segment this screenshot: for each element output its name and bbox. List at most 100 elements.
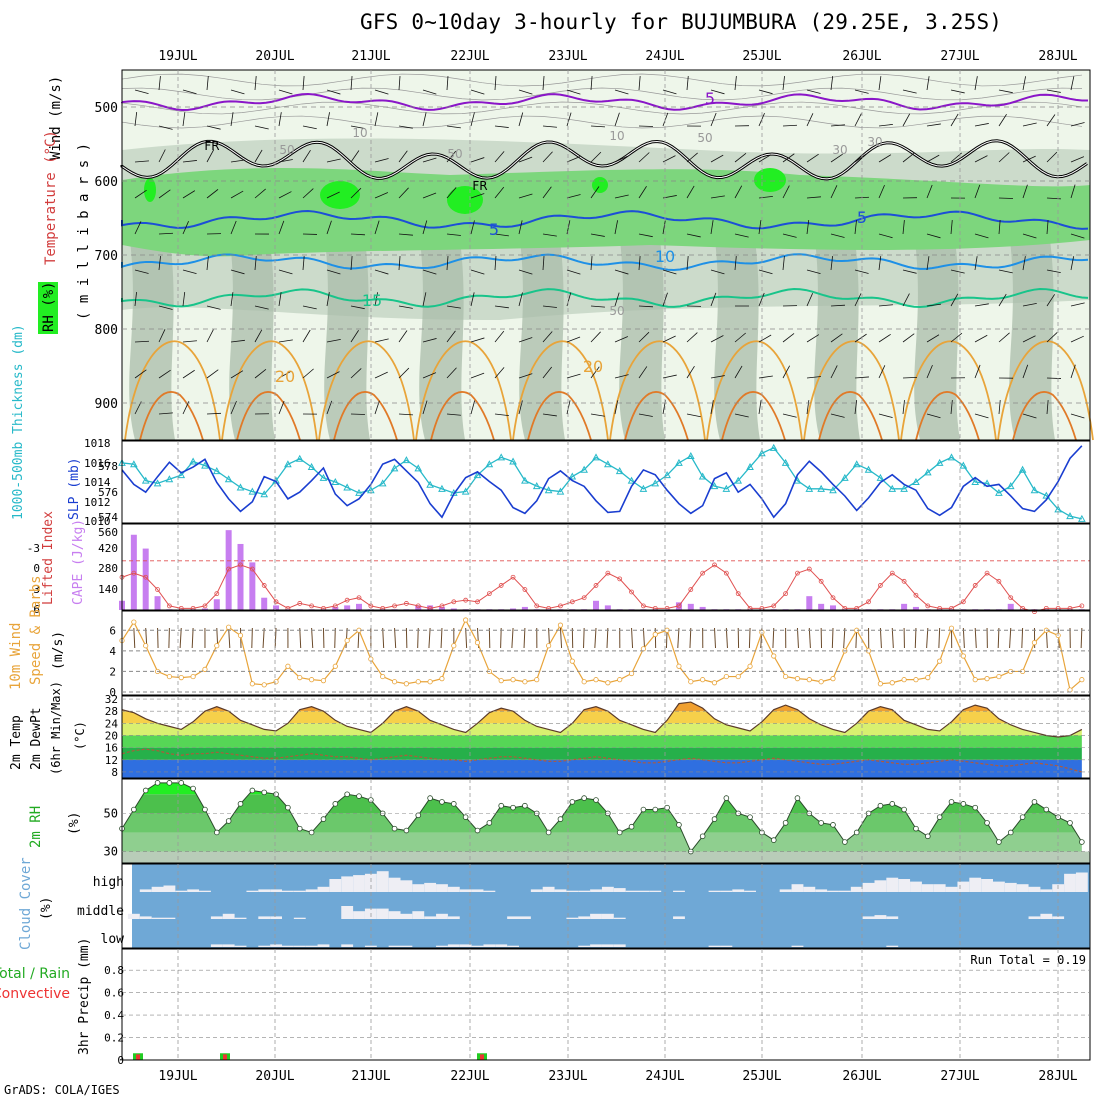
cloud-middle-bar — [163, 917, 176, 919]
rh-plume — [324, 240, 370, 440]
wind-barb — [182, 160, 197, 163]
wind-barb — [806, 400, 810, 415]
wind-barb — [638, 331, 650, 343]
rh2m-point — [747, 814, 753, 820]
cape-bar — [806, 596, 813, 610]
wind-barb — [1070, 184, 1076, 199]
cape-bar — [237, 543, 244, 610]
cloud-middle-bar — [127, 913, 140, 919]
wind-barb — [614, 89, 629, 95]
wind10-barb — [511, 627, 514, 649]
cloud-middle-bar — [519, 916, 531, 919]
wind10-barb — [843, 627, 846, 649]
wind-barb — [782, 185, 790, 199]
wind-barb — [734, 413, 749, 418]
cloud-high-bar — [779, 889, 792, 892]
rh2m-unit: (%) — [67, 812, 82, 835]
wind-barb — [278, 159, 293, 163]
wind10-barb — [228, 627, 231, 649]
wind-barb — [926, 184, 933, 199]
wind-barb — [566, 194, 581, 199]
contour-label: 5 — [857, 208, 867, 227]
wind-barb — [446, 150, 457, 163]
cloud-middle-bar — [613, 917, 626, 919]
temperature-label: Temperature (°C) — [43, 130, 59, 265]
contour-label: 50 — [279, 143, 294, 157]
wind-barb — [1046, 377, 1062, 379]
cloud-middle-bar — [447, 916, 460, 919]
wind-barb — [278, 339, 293, 343]
rh2m-point — [415, 812, 422, 819]
wind-barb — [374, 371, 388, 379]
cape-ytick: 140 — [98, 583, 118, 596]
wind-barb — [1046, 114, 1056, 127]
wind-barb — [830, 304, 845, 307]
cloud-high-bar — [317, 886, 330, 892]
cape-bar — [213, 599, 220, 610]
wind10-point — [534, 677, 540, 683]
wind-barb — [830, 256, 833, 271]
wind10-point — [889, 680, 895, 686]
rh2m-point — [581, 795, 587, 801]
wind-barb — [662, 155, 676, 163]
cloud-low-bar — [436, 945, 448, 947]
wind10-point — [498, 678, 504, 684]
thickness-point — [189, 457, 197, 465]
wind-barb — [566, 400, 571, 415]
thickness-point — [817, 484, 825, 492]
rh2m-point — [924, 833, 931, 840]
rh2m-point — [1067, 820, 1073, 826]
cape-bar — [604, 605, 611, 610]
thickness-point — [1042, 491, 1051, 499]
cloud-high-bar — [578, 890, 591, 892]
cloud-high-bar — [187, 889, 200, 892]
wind10-unit: (m/s) — [51, 631, 66, 670]
wind-barb — [950, 293, 959, 307]
wind-barb — [518, 373, 533, 379]
wind-barb — [230, 292, 234, 307]
lifted-index-point — [498, 583, 504, 588]
wind-barb — [854, 269, 869, 274]
cloud-high-bar — [590, 889, 602, 892]
wind-barb — [686, 365, 695, 379]
wind-barb — [950, 400, 953, 415]
cloud-high-bar — [945, 886, 958, 892]
wind10-barb — [262, 627, 265, 649]
wind-barb — [350, 187, 362, 199]
cloud-low-bar — [720, 945, 733, 947]
rh-plume — [229, 240, 275, 440]
thickness-point — [959, 461, 968, 469]
wind-barb — [542, 186, 552, 199]
temp-contour-25 — [1012, 391, 1077, 441]
wind10-point — [249, 681, 255, 687]
temp-contour-25 — [915, 391, 980, 441]
thickness-point — [1006, 482, 1015, 490]
lifted-index-point — [249, 566, 255, 572]
wind-barb — [518, 89, 533, 95]
cloud-middle-bar — [1040, 913, 1053, 919]
thickness-point — [686, 451, 695, 460]
wind-barb — [974, 76, 978, 91]
thickness-point — [912, 477, 920, 485]
rh2m-point — [889, 801, 896, 807]
wind-barb — [854, 376, 869, 379]
wind-barb — [254, 305, 269, 310]
wind-barb — [758, 89, 773, 95]
wind-barb — [470, 193, 485, 199]
temp2m-ytick: 24 — [105, 717, 119, 730]
thickness-point — [130, 460, 138, 468]
cape-bar — [273, 605, 280, 610]
lifted-index-point — [605, 570, 611, 576]
wind-barb — [998, 114, 1007, 127]
rh-plume — [814, 240, 860, 440]
rh-green-band — [122, 168, 1090, 257]
wind-barb — [758, 400, 762, 415]
lifted-index-point — [439, 603, 445, 609]
wind10-barb — [465, 627, 468, 649]
thickness-point — [769, 443, 778, 451]
cape-bar — [154, 596, 161, 610]
wind10-barb — [642, 627, 646, 649]
rh2m-point — [664, 804, 670, 811]
wind10-point — [605, 680, 611, 686]
wind-barb — [974, 256, 978, 271]
